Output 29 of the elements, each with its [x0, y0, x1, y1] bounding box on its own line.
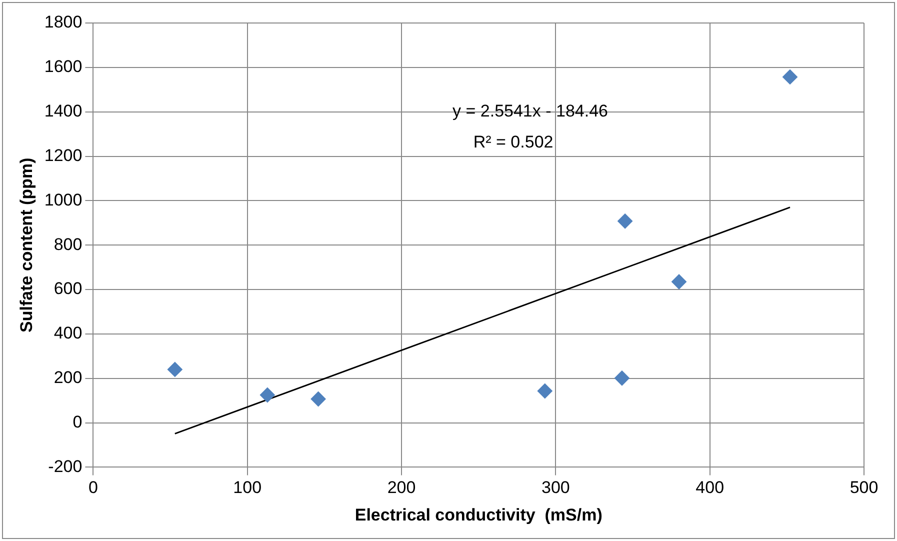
y-tick-label: 1800 — [44, 12, 82, 32]
point — [614, 370, 630, 386]
x-axis-title: Electrical conductivity (mS/m) — [354, 505, 602, 524]
y-tick-label: 600 — [54, 279, 82, 298]
point — [618, 214, 633, 229]
point — [260, 388, 275, 403]
y-axis-title: Sulfate content (ppm) — [16, 158, 36, 332]
y-tick-label: 1400 — [44, 102, 82, 121]
x-tick-label: 200 — [387, 478, 416, 498]
point — [537, 384, 552, 399]
y-tick-label: 1000 — [44, 190, 82, 210]
y-tick-label: 800 — [54, 234, 82, 254]
y-tick-label: 200 — [54, 368, 82, 388]
y-tick-label: -200 — [48, 456, 82, 476]
y-tick-label: 1600 — [44, 57, 82, 76]
y-tick-label: 1200 — [44, 146, 82, 165]
y-tick-label: 0 — [72, 412, 82, 432]
point — [167, 362, 182, 377]
annotation: y = 2.5541x - 184.46 — [452, 102, 608, 121]
x-tick-label: 500 — [850, 478, 878, 498]
y-tick-label: 400 — [54, 324, 82, 343]
x-tick-label: 0 — [88, 478, 98, 498]
x-tick-label: 400 — [696, 478, 724, 498]
point — [782, 69, 798, 84]
point — [310, 392, 326, 407]
x-tick-label: 300 — [542, 478, 570, 498]
annotation: R² = 0.502 — [473, 132, 554, 152]
x-tick-label: 100 — [233, 478, 262, 498]
point — [672, 274, 687, 290]
